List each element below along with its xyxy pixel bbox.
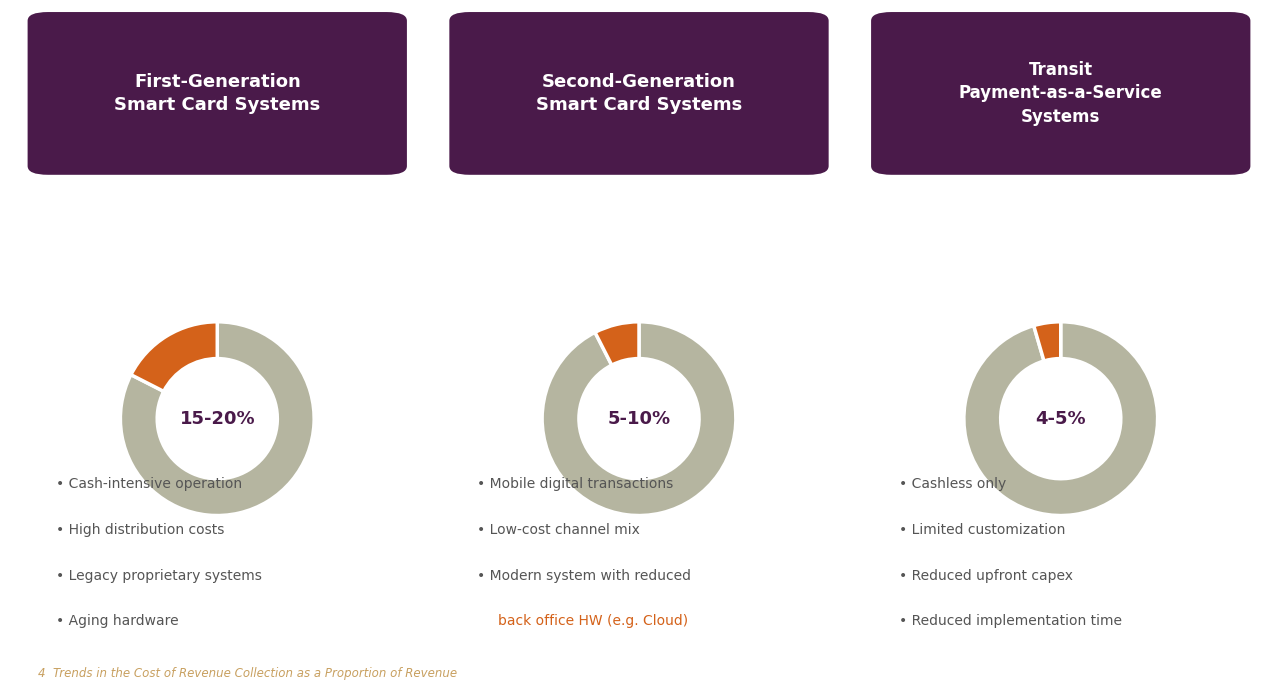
Text: • High distribution costs: • High distribution costs (56, 523, 224, 537)
Text: • Limited customization: • Limited customization (900, 523, 1066, 537)
Text: 15-20%: 15-20% (179, 410, 256, 428)
FancyBboxPatch shape (872, 12, 1250, 175)
Text: First-Generation
Smart Card Systems: First-Generation Smart Card Systems (114, 73, 321, 114)
FancyBboxPatch shape (450, 12, 828, 175)
Wedge shape (964, 322, 1158, 516)
Wedge shape (596, 322, 639, 365)
Text: 5-10%: 5-10% (607, 410, 671, 428)
Text: Transit
Payment-as-a-Service
Systems: Transit Payment-as-a-Service Systems (958, 61, 1163, 126)
FancyBboxPatch shape (28, 12, 406, 175)
Wedge shape (542, 322, 736, 516)
Text: • Cash-intensive operation: • Cash-intensive operation (56, 477, 242, 491)
Text: • Cashless only: • Cashless only (900, 477, 1006, 491)
Text: • Low-cost channel mix: • Low-cost channel mix (478, 523, 640, 537)
Wedge shape (130, 322, 217, 392)
Text: back office HW (e.g. Cloud): back office HW (e.g. Cloud) (498, 614, 689, 628)
Wedge shape (120, 322, 314, 516)
Text: 4-5%: 4-5% (1035, 410, 1086, 428)
Text: Second-Generation
Smart Card Systems: Second-Generation Smart Card Systems (535, 73, 743, 114)
Text: • Reduced implementation time: • Reduced implementation time (900, 614, 1122, 628)
Text: • Aging hardware: • Aging hardware (56, 614, 178, 628)
Text: • Legacy proprietary systems: • Legacy proprietary systems (56, 569, 262, 583)
Text: • Mobile digital transactions: • Mobile digital transactions (478, 477, 674, 491)
Wedge shape (1034, 322, 1061, 361)
Text: • Modern system with reduced: • Modern system with reduced (478, 569, 691, 583)
Text: 4  Trends in the Cost of Revenue Collection as a Proportion of Revenue: 4 Trends in the Cost of Revenue Collecti… (38, 666, 458, 680)
Text: • Reduced upfront capex: • Reduced upfront capex (900, 569, 1074, 583)
